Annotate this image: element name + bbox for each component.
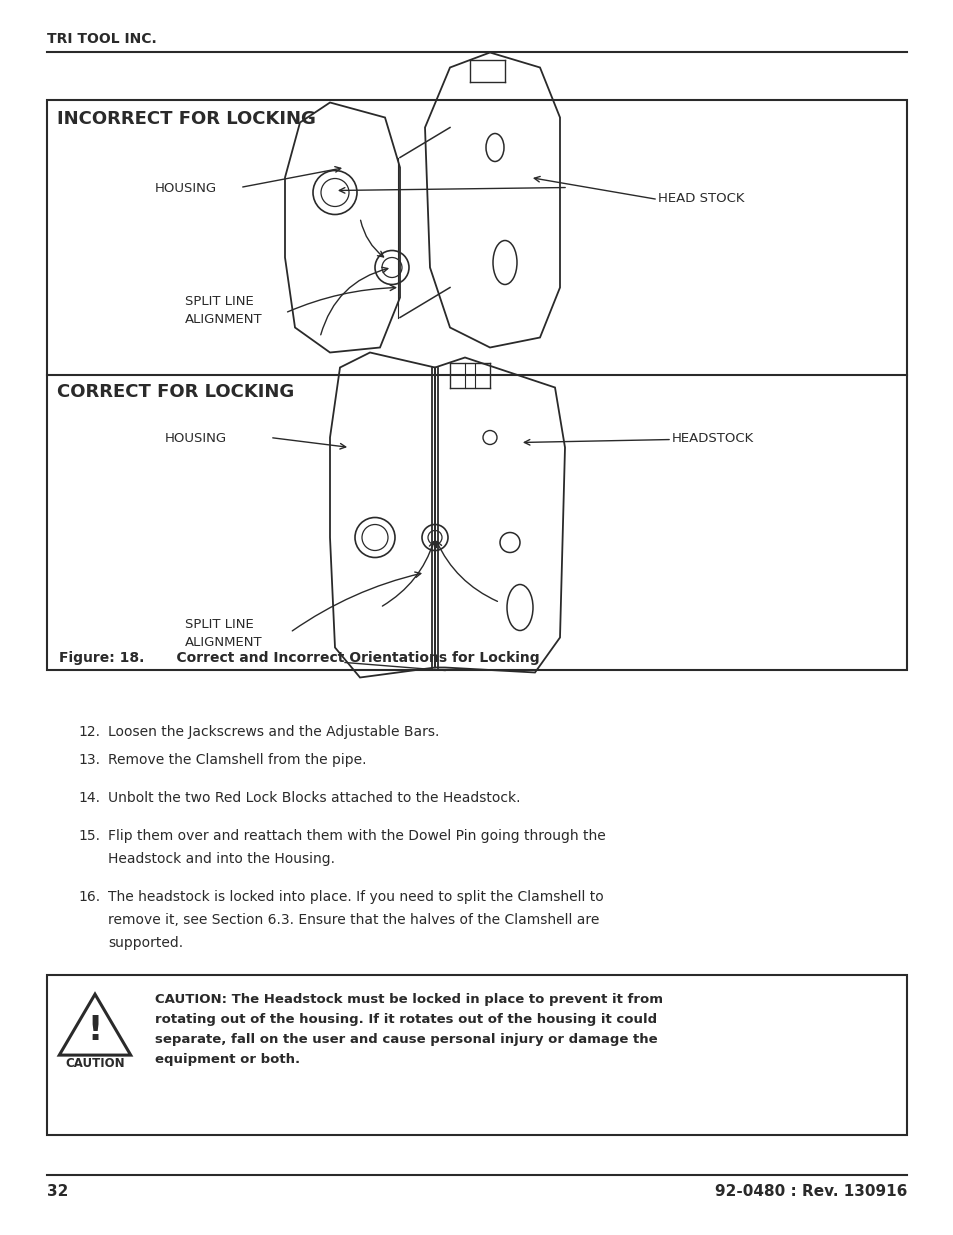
Text: HEADSTOCK: HEADSTOCK (671, 432, 754, 446)
Text: Loosen the Jackscrews and the Adjustable Bars.: Loosen the Jackscrews and the Adjustable… (108, 725, 439, 739)
Text: Remove the Clamshell from the pipe.: Remove the Clamshell from the pipe. (108, 753, 366, 767)
Text: !: ! (88, 1014, 103, 1047)
Text: CAUTION: CAUTION (65, 1057, 125, 1071)
Text: 15.: 15. (78, 829, 100, 844)
Text: supported.: supported. (108, 936, 183, 950)
Text: ALIGNMENT: ALIGNMENT (185, 636, 262, 648)
Text: remove it, see Section 6.3. Ensure that the halves of the Clamshell are: remove it, see Section 6.3. Ensure that … (108, 913, 598, 927)
Text: CORRECT FOR LOCKING: CORRECT FOR LOCKING (57, 383, 294, 401)
Text: HEAD STOCK: HEAD STOCK (658, 193, 743, 205)
Text: 12.: 12. (78, 725, 100, 739)
Text: Figure: 18.: Figure: 18. (59, 651, 144, 664)
Text: SPLIT LINE: SPLIT LINE (185, 618, 253, 631)
Text: 13.: 13. (78, 753, 100, 767)
Text: 32: 32 (47, 1184, 69, 1199)
Bar (47, 100, 906, 671)
Text: Flip them over and reattach them with the Dowel Pin going through the: Flip them over and reattach them with th… (108, 829, 605, 844)
Text: The headstock is locked into place. If you need to split the Clamshell to: The headstock is locked into place. If y… (108, 890, 603, 904)
Text: Unbolt the two Red Lock Blocks attached to the Headstock.: Unbolt the two Red Lock Blocks attached … (108, 790, 520, 805)
Text: 92-0480 : Rev. 130916: 92-0480 : Rev. 130916 (714, 1184, 906, 1199)
Text: HOUSING: HOUSING (165, 432, 227, 446)
Text: Correct and Incorrect Orientations for Locking: Correct and Incorrect Orientations for L… (152, 651, 539, 664)
Bar (47, 974, 906, 1135)
Text: TRI TOOL INC.: TRI TOOL INC. (47, 32, 156, 46)
Text: ALIGNMENT: ALIGNMENT (185, 312, 262, 326)
Text: Headstock and into the Housing.: Headstock and into the Housing. (108, 852, 335, 866)
Text: 16.: 16. (78, 890, 100, 904)
Text: rotating out of the housing. If it rotates out of the housing it could: rotating out of the housing. If it rotat… (154, 1013, 657, 1026)
Text: SPLIT LINE: SPLIT LINE (185, 295, 253, 308)
Text: 14.: 14. (78, 790, 100, 805)
Text: separate, fall on the user and cause personal injury or damage the: separate, fall on the user and cause per… (154, 1032, 657, 1046)
Text: HOUSING: HOUSING (154, 183, 217, 195)
Text: equipment or both.: equipment or both. (154, 1053, 300, 1066)
Text: INCORRECT FOR LOCKING: INCORRECT FOR LOCKING (57, 110, 315, 128)
Text: CAUTION: The Headstock must be locked in place to prevent it from: CAUTION: The Headstock must be locked in… (154, 993, 662, 1007)
